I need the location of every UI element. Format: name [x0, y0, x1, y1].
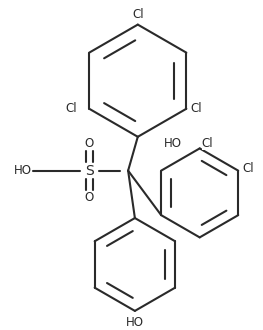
Text: HO: HO — [13, 164, 31, 177]
Text: S: S — [85, 164, 94, 178]
Text: Cl: Cl — [242, 162, 254, 175]
Text: HO: HO — [126, 316, 144, 329]
Text: O: O — [85, 137, 94, 150]
Text: Cl: Cl — [202, 137, 213, 150]
Text: Cl: Cl — [65, 102, 77, 115]
Text: O: O — [85, 191, 94, 204]
Text: HO: HO — [164, 137, 182, 150]
Text: Cl: Cl — [190, 102, 202, 115]
Text: Cl: Cl — [132, 9, 144, 21]
